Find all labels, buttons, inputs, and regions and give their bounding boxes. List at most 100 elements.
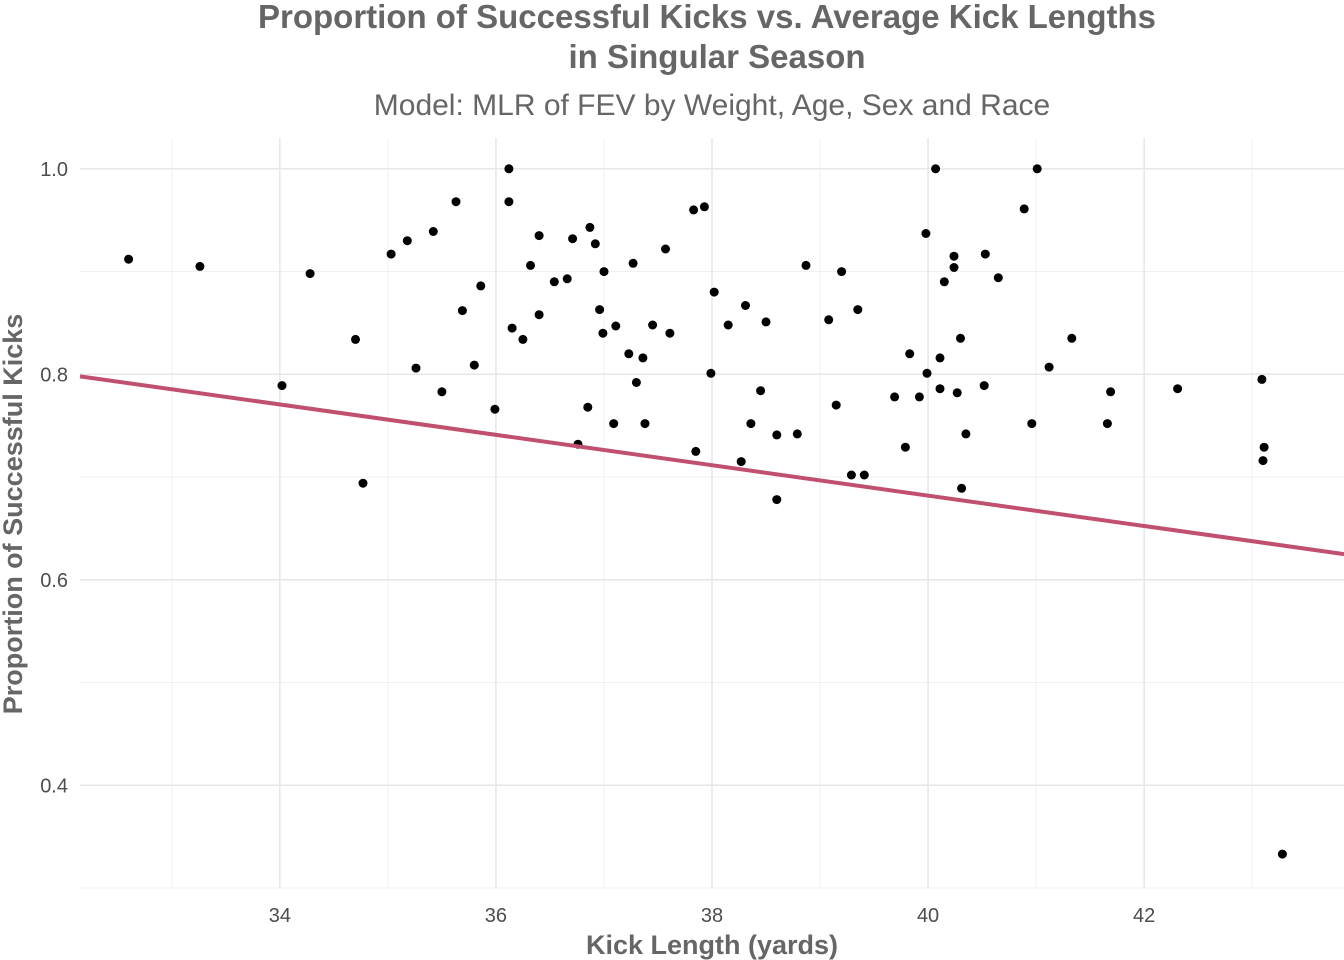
data-point [476,281,486,291]
data-point [890,392,900,402]
data-point [961,429,971,439]
data-point [792,429,802,439]
data-point [837,267,847,277]
y-tick-label: 1.0 [40,159,68,181]
data-point [469,360,479,370]
y-tick-label: 0.4 [40,775,68,797]
data-point [772,495,782,505]
data-point [801,260,811,270]
data-point [490,404,500,414]
x-axis-title: Kick Length (yards) [586,930,838,960]
data-point [526,260,535,270]
data-point [1257,374,1267,384]
data-point [1106,387,1116,397]
data-point [1102,419,1112,429]
data-point [1027,419,1037,429]
data-point [746,419,756,429]
data-point [709,287,719,297]
data-point [661,244,670,254]
data-point [689,205,699,215]
data-point [949,263,959,272]
data-point [939,277,949,287]
data-point [993,273,1003,283]
data-points [124,164,1287,859]
data-point [428,227,438,236]
data-point [534,231,544,241]
data-point [451,197,461,207]
data-point [756,386,766,396]
data-point [1173,384,1183,394]
data-point [549,277,559,287]
chart-title-line-2: in Singular Season [568,38,865,75]
x-tick-label: 38 [701,905,723,927]
data-point [914,392,924,402]
data-point [590,239,600,249]
x-tick-label: 34 [269,905,291,927]
data-point [507,323,517,333]
data-point [853,305,863,315]
data-point [648,320,658,330]
data-point [562,274,572,284]
x-tick-label: 40 [917,905,939,927]
data-point [504,197,514,207]
data-point [980,249,990,259]
data-point [922,368,932,378]
data-point [595,305,605,315]
chart-title-line-1: Proportion of Successful Kicks vs. Avera… [258,0,1156,35]
data-point [585,222,595,232]
data-point [691,446,701,456]
data-point [772,430,782,440]
data-point [640,419,650,429]
data-point [935,384,945,394]
data-point [665,328,675,338]
data-point [824,315,834,325]
data-point [1277,849,1287,859]
data-point [457,306,467,316]
data-point [411,363,421,373]
data-point [598,328,608,338]
data-point [1259,442,1269,452]
data-point [124,254,134,264]
y-tick-label: 0.8 [40,364,68,386]
data-point [402,236,412,246]
y-axis-title: Proportion of Successful Kicks [0,314,28,715]
data-point [699,202,709,212]
data-point [624,349,634,359]
data-point [831,400,841,410]
data-point [1044,362,1054,372]
data-point [935,353,945,363]
data-point [437,387,447,397]
major-gridlines [80,138,1344,888]
data-point [859,470,869,480]
regression-line-group [79,374,1344,557]
data-point [1032,164,1042,174]
data-point [611,321,621,331]
data-point [900,442,910,452]
y-tick-label: 0.6 [40,570,68,592]
regression-line [79,374,1344,557]
data-point [358,478,368,488]
data-point [905,349,915,359]
data-point [386,249,396,259]
chart-subtitle: Model: MLR of FEV by Weight, Age, Sex an… [374,89,1050,122]
data-point [628,258,638,268]
data-point [957,483,967,493]
data-point [723,320,733,330]
data-point [931,164,941,174]
data-point [631,378,641,387]
data-point [305,269,315,279]
data-point [952,388,962,398]
data-point [195,261,205,271]
data-point [736,457,746,467]
data-point [761,317,771,327]
data-point [949,251,959,261]
data-point [956,333,965,343]
data-point [921,229,931,238]
data-point [518,334,528,344]
data-point [351,334,360,344]
data-point [638,353,648,363]
data-point [846,470,856,480]
data-point [1019,204,1029,214]
y-axis-ticks: 0.4 0.6 0.8 1.0 [40,159,68,797]
data-point [609,419,619,429]
